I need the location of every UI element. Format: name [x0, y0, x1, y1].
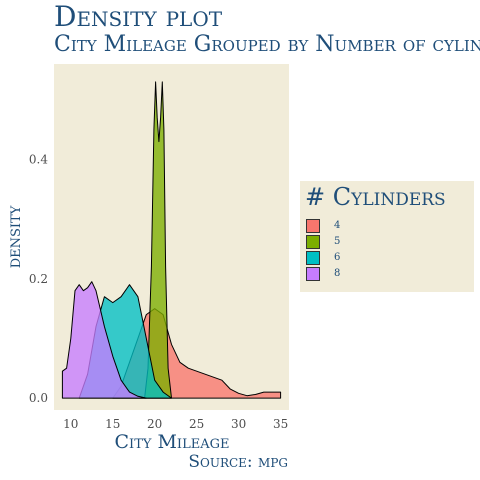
y-tick-label: 0.4	[29, 152, 48, 166]
y-tick-labels: 0.0 0.2 0.4	[29, 152, 48, 405]
x-tick-label: 25	[189, 417, 204, 431]
legend-key-swatch	[306, 251, 320, 265]
x-tick-label: 35	[273, 417, 288, 431]
legend-label: 4	[334, 220, 341, 231]
x-tick-label: 30	[231, 417, 246, 431]
legend-label: 6	[334, 252, 341, 263]
x-tick-label: 15	[105, 417, 120, 431]
y-tick-label: 0.2	[29, 272, 48, 286]
chart-title: Density plot	[54, 0, 223, 33]
y-tick-label: 0.0	[29, 391, 48, 405]
legend-item-4: 4	[306, 219, 456, 235]
series-layer	[61, 81, 282, 399]
legend-key-swatch	[306, 219, 320, 233]
chart-subtitle: City Mileage Grouped by Number of cylind…	[54, 32, 480, 57]
legend-key-swatch	[306, 267, 320, 281]
legend-item-8: 8	[306, 267, 456, 283]
legend-label: 8	[334, 268, 341, 279]
legend: # Cylinders 4 5 6 8	[300, 181, 474, 292]
legend-key-swatch	[306, 235, 320, 249]
density-area-8	[61, 281, 147, 399]
x-tick-label: 10	[63, 417, 78, 431]
legend-title: # Cylinders	[305, 183, 446, 211]
legend-item-5: 5	[306, 235, 456, 251]
x-axis-title: City Mileage	[115, 431, 230, 453]
y-axis-title: density	[3, 205, 25, 268]
density-area-5	[144, 81, 172, 399]
x-tick-labels: 10 15 20 25 30 35	[63, 417, 288, 431]
legend-label: 5	[334, 236, 341, 247]
legend-item-6: 6	[306, 251, 456, 267]
x-tick-label: 20	[147, 417, 162, 431]
chart-caption: Source: mpg	[188, 452, 288, 472]
